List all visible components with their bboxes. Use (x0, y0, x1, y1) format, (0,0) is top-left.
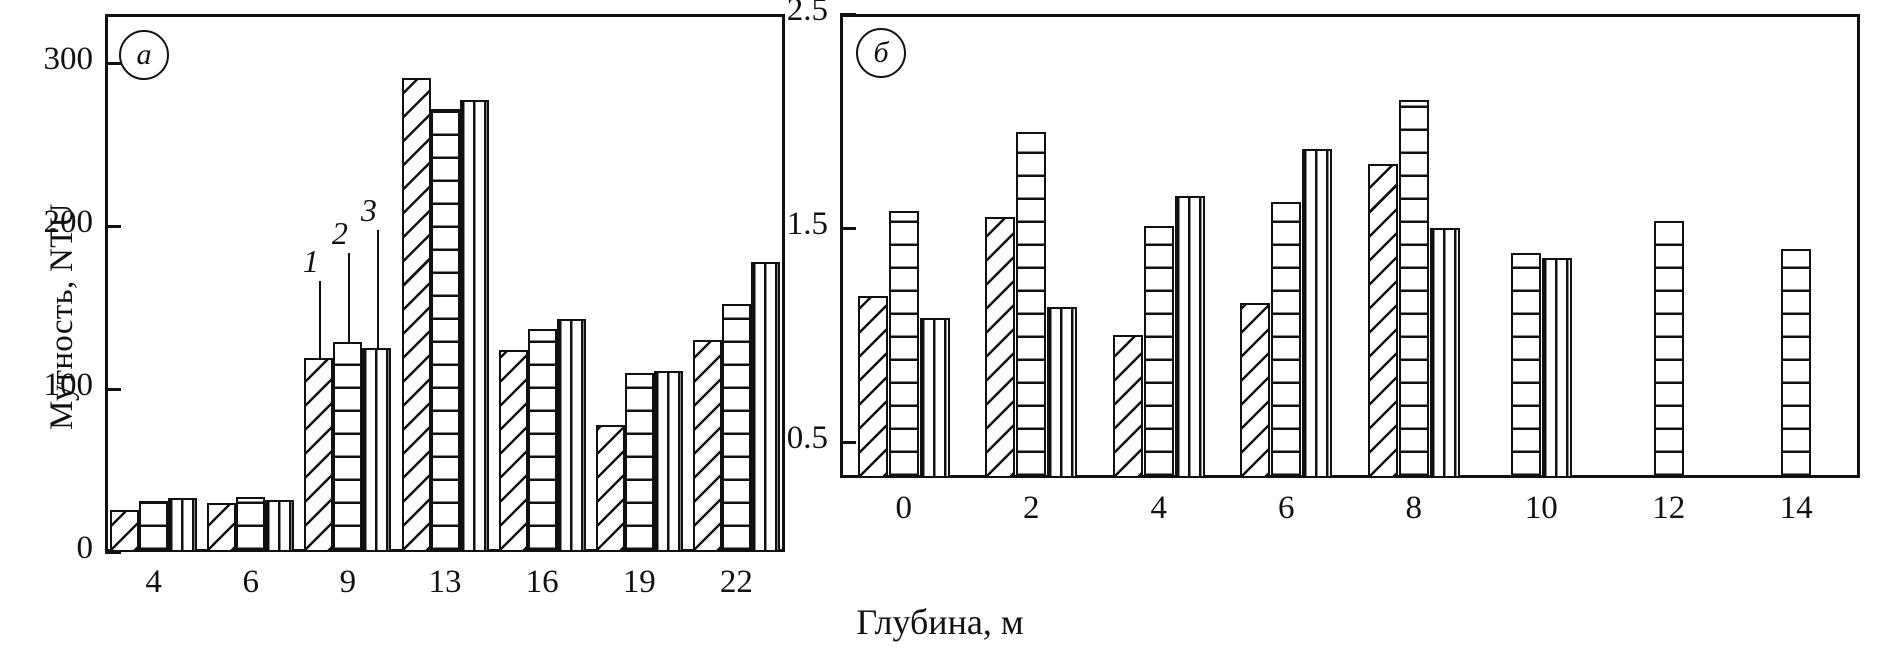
y-tick-label: 0.5 (786, 419, 828, 456)
bar-series-2 (888, 210, 919, 478)
y-tick-mark (105, 551, 121, 554)
bar-series-3 (1429, 227, 1460, 478)
series-callout-label-3: 3 (360, 192, 377, 228)
y-tick-label: 1.5 (786, 205, 828, 242)
bar-series-3 (1302, 148, 1333, 478)
series-leader-line-2 (347, 253, 351, 342)
bar-series-2 (1016, 131, 1047, 478)
bar-series-2 (1510, 253, 1541, 478)
x-tick-label: 6 (1278, 490, 1295, 526)
bar-series-1 (985, 217, 1016, 478)
x-tick-label: 12 (1652, 490, 1686, 526)
y-tick-mark (105, 224, 121, 228)
x-tick-label: 8 (1405, 490, 1423, 526)
bar-series-2 (430, 108, 460, 552)
bar-series-3 (653, 371, 683, 552)
y-tick-mark (840, 226, 856, 230)
y-tick-label: 100 (43, 366, 94, 403)
bar-series-2 (139, 501, 169, 552)
x-tick-label: 4 (1150, 490, 1168, 526)
bar-series-3 (556, 318, 586, 552)
panel-a: Мутность, NTU а 300 200 100 0 4 6 9 13 16 19 22 1… (0, 0, 880, 656)
x-tick-label: 4 (145, 564, 162, 600)
series-leader-line-3 (376, 230, 380, 349)
y-tick-mark (840, 13, 856, 16)
bar-series-2 (1398, 99, 1429, 478)
y-tick-label: 200 (43, 203, 94, 240)
panel-label-a: а (119, 30, 169, 80)
series-callout-label-1: 1 (302, 243, 319, 279)
bar-series-1 (595, 424, 625, 552)
bar-series-3 (168, 498, 198, 552)
bar-series-2 (1143, 225, 1174, 478)
bar-series-3 (919, 317, 950, 478)
bar-series-2 (1271, 202, 1302, 478)
bar-series-1 (304, 357, 334, 552)
x-tick-label: 6 (242, 564, 259, 600)
y-tick-mark (105, 61, 121, 65)
bar-series-3 (459, 100, 489, 552)
bar-series-2 (1653, 221, 1684, 478)
bar-series-3 (1541, 257, 1572, 478)
x-tick-label: 9 (339, 564, 357, 600)
bar-series-3 (362, 348, 392, 552)
x-tick-label: 10 (1524, 490, 1558, 526)
bar-series-1 (1240, 302, 1271, 478)
bar-series-3 (750, 261, 780, 552)
y-tick-label: 300 (43, 40, 94, 77)
bar-series-1 (692, 340, 722, 552)
x-tick-label: 22 (719, 564, 753, 600)
x-tick-label: 16 (525, 564, 559, 600)
bar-series-1 (1367, 163, 1398, 478)
bar-series-3 (1174, 195, 1205, 478)
bar-series-3 (1047, 306, 1078, 478)
series-callout-label-2: 2 (331, 215, 348, 251)
bar-series-1 (401, 77, 431, 552)
x-axis-title: Глубина, м (856, 602, 1024, 642)
bar-series-1 (110, 509, 140, 552)
bar-series-3 (265, 499, 295, 552)
y-tick-mark (105, 387, 121, 391)
bar-series-2 (527, 328, 557, 552)
panel-label-b: б (856, 28, 906, 78)
bar-series-1 (207, 503, 237, 552)
bar-series-2 (721, 304, 751, 552)
bar-series-2 (624, 372, 654, 552)
bar-series-2 (1781, 249, 1812, 478)
bar-series-2 (236, 496, 266, 552)
x-tick-label: 14 (1779, 490, 1813, 526)
x-tick-label: 13 (428, 564, 462, 600)
y-tick-label: 0 (76, 530, 94, 566)
x-tick-label: 19 (622, 564, 656, 600)
series-leader-line-1 (318, 281, 322, 358)
y-tick-label: 2.5 (786, 0, 828, 28)
y-tick-mark (840, 440, 856, 444)
x-tick-label: 0 (895, 490, 913, 526)
panel-b: б 2.5 1.5 0.5 0 2 4 6 8 10 12 14 (787, 0, 1880, 656)
bar-series-2 (333, 341, 363, 552)
bar-series-1 (1112, 334, 1143, 478)
x-tick-label: 2 (1023, 490, 1040, 526)
bar-series-1 (498, 349, 528, 552)
bar-series-1 (857, 296, 888, 478)
